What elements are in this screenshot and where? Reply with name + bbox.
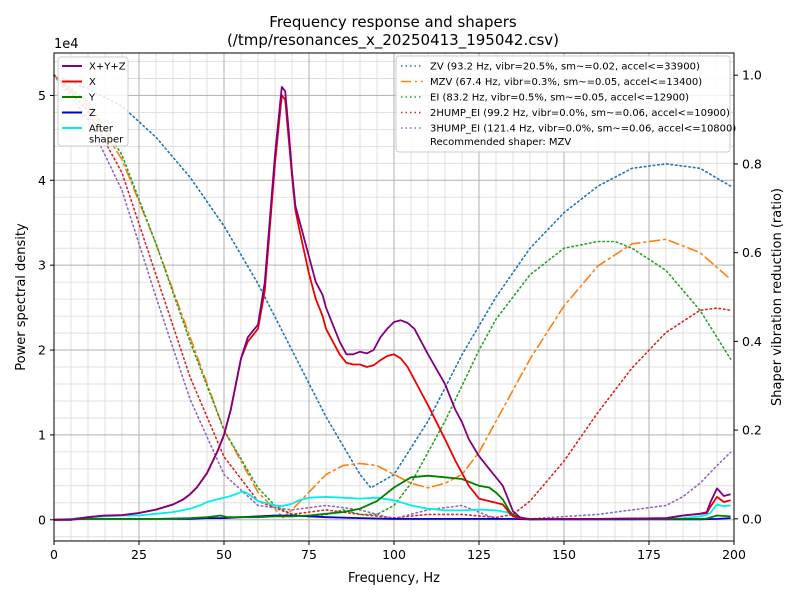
shaper-curve xyxy=(53,74,732,518)
legend-shaper-label: 3HUMP_EI (121.4 Hz, vibr=0.0%, sm~=0.06,… xyxy=(430,124,736,135)
legend-psd-label: X xyxy=(89,77,96,88)
x-tick-label: 175 xyxy=(637,547,661,562)
x-tick-label: 150 xyxy=(552,547,576,562)
legend-psd-label: X+Y+Z xyxy=(89,62,126,73)
x-tick-label: 0 xyxy=(50,547,58,562)
shaper-curve xyxy=(53,74,732,520)
y2-tick-label: 1.0 xyxy=(742,68,762,83)
y2-tick-label: 0.6 xyxy=(742,245,762,260)
y-tick-label: 0 xyxy=(38,512,46,527)
legend-shaper-label: ZV (93.2 Hz, vibr=20.5%, sm~=0.02, accel… xyxy=(430,62,700,73)
chart-title: Frequency response and shapers xyxy=(269,13,517,31)
x-tick-label: 125 xyxy=(467,547,491,562)
recommended-shaper-text: Recommended shaper: MZV xyxy=(430,137,571,148)
shaper-curve xyxy=(53,74,732,489)
x-tick-label: 200 xyxy=(722,547,746,562)
psd-curve xyxy=(54,86,731,521)
y2-axis-ticks: 0.0 0.2 0.4 0.6 0.8 1.0 xyxy=(734,68,762,526)
legend-shapers: ZV (93.2 Hz, vibr=20.5%, sm~=0.02, accel… xyxy=(395,55,736,153)
legend-psd-label: After xyxy=(89,124,114,135)
y-tick-label: 1 xyxy=(38,427,46,442)
legend-psd-box xyxy=(57,56,129,147)
legend-psd-label: shaper xyxy=(89,135,124,146)
legend-shaper-label: 2HUMP_EI (99.2 Hz, vibr=0.0%, sm~=0.06, … xyxy=(430,108,730,119)
shaper-curve xyxy=(53,74,732,519)
y-axis-ticks: 0 1 2 3 4 5 xyxy=(38,88,54,527)
y2-tick-label: 0.8 xyxy=(742,156,762,171)
legend-shapers-box xyxy=(395,55,731,153)
chart-subtitle: (/tmp/resonances_x_20250413_195042.csv) xyxy=(227,31,559,50)
legend-psd-label: Z xyxy=(89,108,96,119)
x-tick-label: 75 xyxy=(301,547,317,562)
y2-axis-label: Shaper vibration reduction (ratio) xyxy=(770,188,785,406)
y-tick-label: 3 xyxy=(38,258,46,273)
legend-psd-label: Y xyxy=(88,93,96,104)
legend-shaper-items: ZV (93.2 Hz, vibr=20.5%, sm~=0.02, accel… xyxy=(401,62,736,135)
y-tick-label: 2 xyxy=(38,343,46,358)
y2-tick-label: 0.4 xyxy=(742,334,762,349)
y2-tick-label: 0.2 xyxy=(742,423,762,438)
y-offset-label: 1e4 xyxy=(54,37,79,52)
y-tick-label: 5 xyxy=(38,88,46,103)
y-axis-label: Power spectral density xyxy=(14,223,29,371)
x-tick-label: 100 xyxy=(382,547,406,562)
shaper-curve xyxy=(53,74,732,519)
psd-curves xyxy=(53,86,731,521)
x-axis-ticks: 0 25 50 75 100 125 150 175 200 xyxy=(50,541,746,562)
x-tick-label: 25 xyxy=(131,547,147,562)
x-tick-label: 50 xyxy=(216,547,232,562)
shaper-curves xyxy=(53,74,732,520)
x-axis-label: Frequency, Hz xyxy=(348,571,440,586)
legend-shaper-label: MZV (67.4 Hz, vibr=0.3%, sm~=0.05, accel… xyxy=(430,77,702,88)
legend-shaper-label: EI (83.2 Hz, vibr=0.5%, sm~=0.05, accel<… xyxy=(430,93,689,104)
y2-tick-label: 0.0 xyxy=(742,511,762,526)
y-tick-label: 4 xyxy=(38,173,46,188)
